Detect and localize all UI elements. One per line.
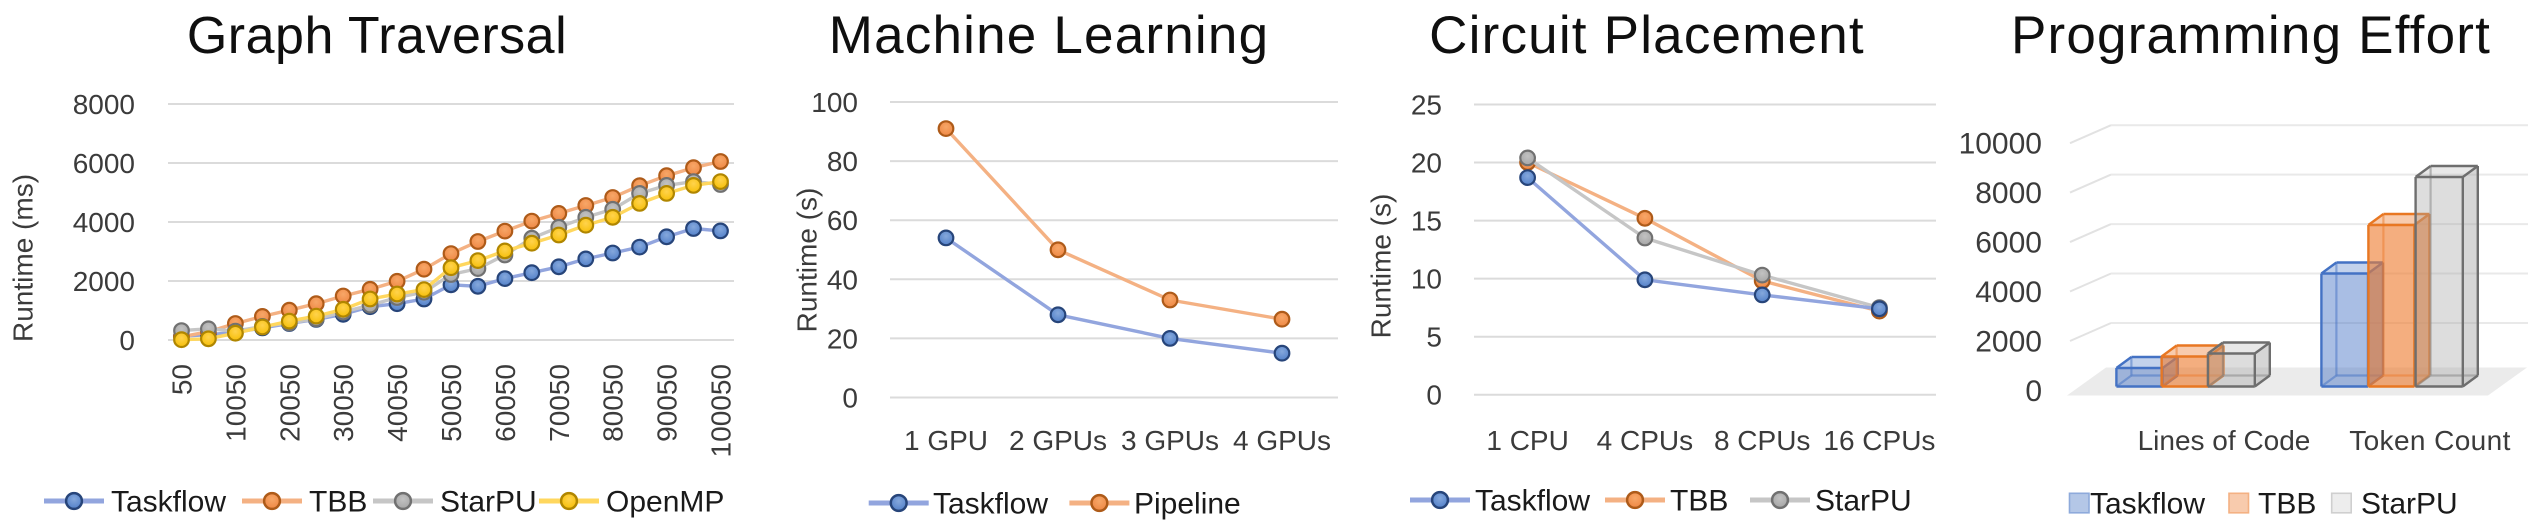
svg-text:70050: 70050 bbox=[544, 364, 575, 442]
svg-text:50: 50 bbox=[167, 364, 198, 395]
svg-text:Graph Traversal: Graph Traversal bbox=[187, 7, 567, 65]
svg-text:8000: 8000 bbox=[73, 89, 135, 120]
svg-text:4 CPUs: 4 CPUs bbox=[1597, 425, 1693, 456]
svg-text:Taskflow: Taskflow bbox=[2090, 488, 2205, 521]
svg-text:20050: 20050 bbox=[274, 364, 305, 442]
svg-text:Circuit Placement: Circuit Placement bbox=[1429, 6, 1865, 65]
svg-text:60: 60 bbox=[827, 205, 858, 236]
svg-text:8000: 8000 bbox=[1975, 177, 2042, 210]
svg-text:0: 0 bbox=[842, 383, 858, 414]
svg-text:80: 80 bbox=[827, 146, 858, 177]
svg-text:TBB: TBB bbox=[309, 486, 367, 519]
svg-text:Runtime (ms): Runtime (ms) bbox=[8, 174, 39, 342]
svg-text:6000: 6000 bbox=[73, 148, 135, 179]
svg-text:TBB: TBB bbox=[2258, 488, 2316, 521]
svg-text:Programming Effort: Programming Effort bbox=[2011, 6, 2491, 65]
svg-text:100050: 100050 bbox=[706, 364, 737, 457]
svg-text:StarPU: StarPU bbox=[1815, 485, 1912, 518]
svg-text:10000: 10000 bbox=[1959, 128, 2042, 161]
svg-text:StarPU: StarPU bbox=[440, 486, 537, 519]
svg-text:100: 100 bbox=[811, 87, 858, 118]
svg-text:20: 20 bbox=[1411, 148, 1442, 179]
svg-text:50050: 50050 bbox=[436, 364, 467, 442]
svg-text:Runtime (s): Runtime (s) bbox=[1366, 194, 1397, 339]
svg-text:3 GPUs: 3 GPUs bbox=[1121, 425, 1219, 456]
svg-text:25: 25 bbox=[1411, 90, 1442, 121]
svg-text:Taskflow: Taskflow bbox=[111, 486, 226, 519]
svg-text:Token Count: Token Count bbox=[2349, 425, 2511, 456]
svg-text:80050: 80050 bbox=[598, 364, 629, 442]
svg-text:4 GPUs: 4 GPUs bbox=[1233, 425, 1331, 456]
svg-text:2 GPUs: 2 GPUs bbox=[1009, 425, 1107, 456]
svg-text:40050: 40050 bbox=[382, 364, 413, 442]
svg-text:0: 0 bbox=[119, 325, 135, 356]
svg-text:2000: 2000 bbox=[1975, 326, 2042, 359]
svg-text:90050: 90050 bbox=[652, 364, 683, 442]
svg-text:2000: 2000 bbox=[73, 266, 135, 297]
svg-text:Pipeline: Pipeline bbox=[1134, 488, 1241, 521]
svg-text:4000: 4000 bbox=[1975, 276, 2042, 309]
svg-text:Taskflow: Taskflow bbox=[933, 488, 1048, 521]
svg-text:10050: 10050 bbox=[220, 364, 251, 442]
svg-text:OpenMP: OpenMP bbox=[606, 486, 724, 519]
svg-text:0: 0 bbox=[2025, 375, 2042, 408]
svg-text:8 CPUs: 8 CPUs bbox=[1714, 425, 1810, 456]
svg-text:Machine Learning: Machine Learning bbox=[829, 6, 1270, 65]
svg-text:StarPU: StarPU bbox=[2361, 488, 2458, 521]
svg-text:20: 20 bbox=[827, 323, 858, 354]
svg-text:4000: 4000 bbox=[73, 207, 135, 238]
svg-text:10: 10 bbox=[1411, 264, 1442, 295]
svg-text:16 CPUs: 16 CPUs bbox=[1823, 425, 1935, 456]
svg-text:Runtime (s): Runtime (s) bbox=[792, 188, 823, 333]
svg-text:60050: 60050 bbox=[490, 364, 521, 442]
svg-text:5: 5 bbox=[1426, 322, 1442, 353]
svg-text:Lines of Code: Lines of Code bbox=[2138, 425, 2311, 456]
svg-text:30050: 30050 bbox=[328, 364, 359, 442]
svg-text:40: 40 bbox=[827, 264, 858, 295]
svg-text:1 CPU: 1 CPU bbox=[1486, 425, 1568, 456]
svg-text:0: 0 bbox=[1426, 380, 1442, 411]
svg-text:1 GPU: 1 GPU bbox=[904, 425, 988, 456]
svg-text:15: 15 bbox=[1411, 206, 1442, 237]
svg-text:6000: 6000 bbox=[1975, 227, 2042, 260]
svg-text:TBB: TBB bbox=[1670, 485, 1728, 518]
svg-text:Taskflow: Taskflow bbox=[1475, 485, 1590, 518]
